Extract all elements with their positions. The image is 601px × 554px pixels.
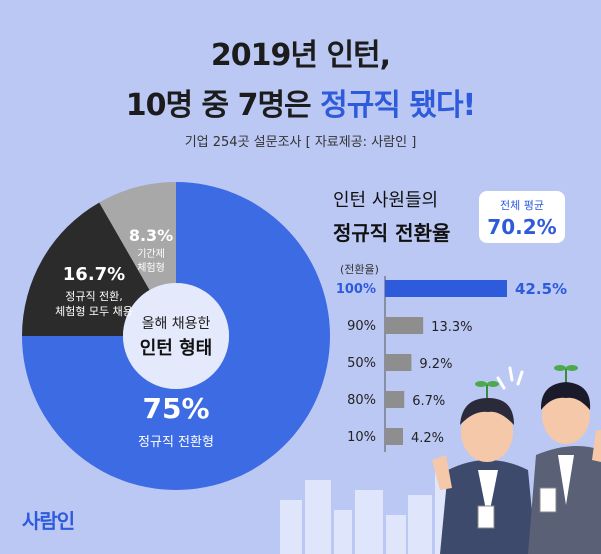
bar-value-label-3: 6.7% [412, 394, 445, 409]
subtitle: 기업 254곳 설문조사 [ 자료제공: 사람인 ] [184, 135, 417, 150]
bar-value-label-1: 13.3% [431, 320, 472, 335]
person-right-illustration [528, 365, 601, 554]
bar-value-label-4: 4.2% [411, 431, 444, 446]
slice-label-value-1: 16.7% [63, 264, 125, 285]
slice-label-value-0: 75% [142, 392, 209, 425]
bar-4 [385, 428, 403, 445]
donut-center-label-line2: 인턴 형태 [140, 338, 213, 359]
bar-0 [385, 280, 507, 297]
bar-chart-title-line1: 인턴 사원들의 [333, 190, 439, 211]
title-accent: 정규직 됐다! [320, 88, 476, 123]
bar-value-label-0: 42.5% [515, 280, 567, 298]
bar-value-label-2: 9.2% [419, 357, 452, 372]
donut-slice-0 [22, 182, 330, 490]
donut-slices [22, 182, 330, 490]
average-label: 전체 평균 [500, 199, 544, 212]
page-title-line2: 10명 중 7명은 정규직 됐다! [0, 80, 601, 124]
slice-label-name-2-line1: 기간제 [137, 248, 165, 260]
bar-1 [385, 317, 424, 334]
title-prefix: 10명 중 7명은 [125, 88, 321, 123]
slice-label-value-2: 8.3% [129, 226, 173, 245]
sparkle-lines [496, 366, 524, 390]
donut-center-label-line1: 올해 채용한 [142, 316, 211, 332]
saramin-logo: 사람인 [22, 509, 75, 533]
average-value: 70.2% [487, 215, 557, 239]
bar-2 [385, 354, 412, 371]
bar-marks: 100% 42.5% 90% 13.3% 50% 9.2% 80% 6.7% 10% 4.2% [336, 280, 567, 446]
bar-category-label-4: 10% [347, 430, 376, 445]
bar-category-label-0: 100% [336, 282, 376, 297]
donut-slice-2 [99, 182, 176, 291]
slice-label-name-1-line2: 체험형 모두 채용 [55, 305, 133, 318]
donut-slice-1 [22, 202, 150, 336]
slice-label-name-0: 정규직 전환형 [138, 435, 214, 450]
bar-3 [385, 391, 405, 408]
person-left-illustration [432, 381, 536, 554]
bar-axis-label: (전환율) [340, 263, 379, 276]
donut-center [123, 283, 229, 389]
bar-chart-title-line2: 정규직 전환율 [333, 221, 451, 245]
slice-label-name-1-line1: 정규직 전환, [65, 290, 123, 303]
bar-category-label-3: 80% [347, 393, 376, 408]
page-title-line1: 2019년 인턴, [210, 38, 391, 73]
bar-category-label-2: 50% [347, 356, 376, 371]
slice-label-name-2-line2: 체험형 [137, 262, 165, 274]
average-badge: 전체 평균 70.2% [479, 191, 565, 243]
bar-category-label-1: 90% [347, 319, 376, 334]
